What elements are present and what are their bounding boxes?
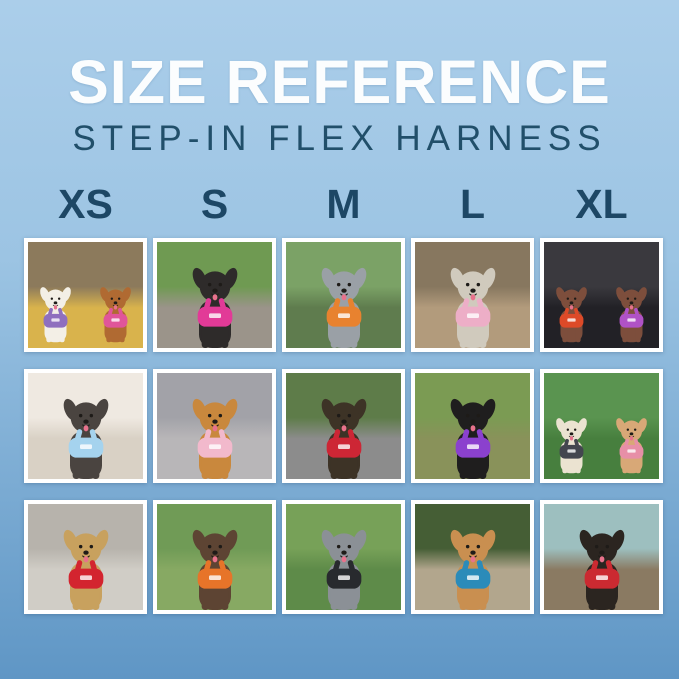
photo-xs-row2 [24, 369, 147, 483]
photo-xs-row3 [24, 500, 147, 614]
dog-illustration [450, 398, 495, 479]
photo-m-row2 [282, 369, 405, 483]
dog-illustration [40, 287, 71, 343]
size-label-l: L [459, 181, 486, 227]
photo-scene [544, 373, 659, 479]
photo-scene [157, 504, 272, 610]
page-title: SIZE REFERENCE [68, 48, 611, 116]
photo-scene [415, 242, 530, 348]
dog-illustration [616, 287, 647, 343]
photo-scene [544, 504, 659, 610]
photo-l-row1 [411, 238, 534, 352]
size-header-row: XS S M L XL [24, 184, 679, 225]
photo-s-row2 [153, 369, 276, 483]
photo-grid [24, 238, 679, 614]
dog-illustration [321, 529, 366, 610]
photo-scene [157, 373, 272, 479]
size-label-xs: XS [58, 181, 113, 227]
dog-illustration [63, 398, 108, 479]
photo-scene [286, 504, 401, 610]
photo-scene [415, 373, 530, 479]
dog-illustration [556, 287, 587, 343]
photo-xs-row1 [24, 238, 147, 352]
dog-illustration [192, 267, 237, 348]
photo-xl-row1 [540, 238, 663, 352]
dog-illustration [321, 267, 366, 348]
photo-xl-row3 [540, 500, 663, 614]
photo-scene [286, 242, 401, 348]
photo-scene [286, 373, 401, 479]
photo-l-row3 [411, 500, 534, 614]
dog-illustration [450, 267, 495, 348]
dog-illustration [616, 418, 647, 474]
dog-illustration [192, 529, 237, 610]
photo-m-row1 [282, 238, 405, 352]
photo-scene [28, 242, 143, 348]
dog-illustration [579, 529, 624, 610]
product-subtitle: STEP-IN FLEX HARNESS [72, 119, 607, 158]
dog-illustration [556, 418, 587, 474]
photo-scene [157, 242, 272, 348]
size-label-xl: XL [575, 181, 628, 227]
photo-xl-row2 [540, 369, 663, 483]
photo-scene [28, 373, 143, 479]
photo-scene [544, 242, 659, 348]
dog-illustration [63, 529, 108, 610]
dog-illustration [100, 287, 131, 343]
photo-s-row1 [153, 238, 276, 352]
dog-illustration [450, 529, 495, 610]
dog-illustration [321, 398, 366, 479]
photo-scene [415, 504, 530, 610]
size-label-s: S [200, 181, 229, 227]
photo-m-row3 [282, 500, 405, 614]
photo-s-row3 [153, 500, 276, 614]
photo-l-row2 [411, 369, 534, 483]
photo-scene [28, 504, 143, 610]
size-label-m: M [326, 181, 361, 227]
dog-illustration [192, 398, 237, 479]
